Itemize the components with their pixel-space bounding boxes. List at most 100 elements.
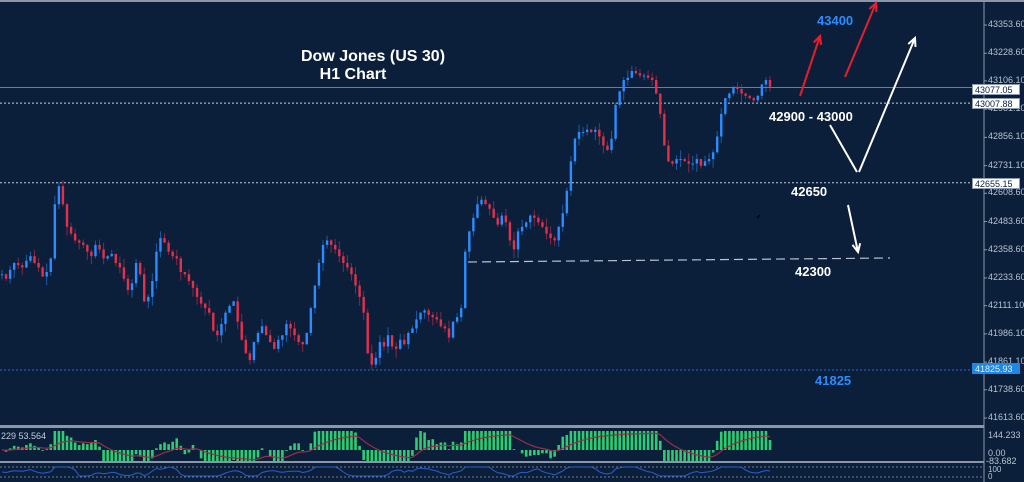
candle-body [638,73,642,76]
price-axis-tick: 43353.60 [988,19,1024,29]
subchart-separator-2 [0,461,984,463]
price-axis-tick: 41861.10 [988,356,1024,367]
candle-body [573,138,577,162]
candle-body [362,296,365,313]
candle-body [545,226,548,234]
candle-body [86,244,89,252]
candle-body [484,199,487,205]
candle-body [431,314,434,318]
candle-body [305,332,308,345]
candle-body [199,296,203,304]
candle-body [610,138,613,151]
candle-body [756,95,760,101]
candle-body [167,242,170,252]
candle-body [386,335,390,347]
candle-body [21,265,24,268]
candle-body [594,129,597,132]
candle-body [37,262,40,268]
candle-body [740,89,743,94]
candle-body [151,281,154,297]
candle-body [325,240,329,245]
candle-body [321,244,325,263]
candle-body [488,204,491,209]
arrow-up-white [858,37,916,173]
candle-body [683,159,686,162]
candle-body [134,262,138,284]
support-label-41825: 41825 [815,373,852,388]
price-axis-tick: 42856.10 [988,131,1024,142]
candle-body [118,262,122,268]
candle-body [382,342,386,347]
rsi-axis-top: 100 [988,465,1002,474]
candle-body [663,113,666,146]
candle-body [378,342,382,358]
candle-body [679,159,682,161]
candle-body [476,204,479,218]
candle-body [711,152,715,160]
candle-body [459,308,463,318]
candle-body [480,199,483,205]
candle-body [309,308,313,333]
candle-body [130,283,134,291]
candle-body [41,267,44,277]
price-axis-tick: 43106.10 [988,74,1024,85]
candle-body [504,215,508,223]
macd-signal-line [1,432,771,461]
candle-body [732,86,735,94]
candle-body [212,312,215,331]
candle-body [12,262,16,270]
candle-body [724,98,727,114]
candle-body [281,335,284,340]
candle-body [427,310,430,315]
arrow-up-red-2-head [868,0,878,13]
rsi-axis-bottom: 0 [988,472,993,481]
candle-body [126,278,130,291]
candle-body [468,231,471,252]
candle-body [313,285,317,309]
candle-body [508,222,512,241]
candle-body [82,242,85,245]
candle-body [248,353,252,361]
candle-body [699,159,703,166]
candle-body [350,267,353,275]
candle-body [216,330,219,336]
candle-body [569,161,573,191]
candle-body [114,253,117,263]
macd-indicator-label: 229 53.564 [1,431,47,441]
candle-body [642,75,646,77]
candle-body [590,129,593,132]
candle-body [244,339,248,354]
candle-body [228,305,231,313]
candle-body [106,256,109,259]
candle-body [370,353,373,365]
candle-body [752,98,755,101]
candle-body [581,131,585,133]
arrow-up-red-2 [844,2,877,78]
macd-axis-zero: 0.00 [988,448,1006,458]
cursor-mark [756,214,761,219]
candle-body [549,233,552,239]
candle-body [342,256,345,263]
candle-body [98,244,101,250]
candle-body [557,226,560,241]
candle-body [33,256,36,263]
candle-body [78,240,81,243]
candle-body [707,159,711,162]
candle-body [744,93,747,96]
candle-body [240,321,243,340]
candle-body [415,319,418,329]
candle-body [143,274,146,302]
candle-body [472,217,475,232]
candle-body [138,262,142,275]
price-axis-tick: 42358.60 [988,243,1024,254]
candle-body [687,161,690,164]
candle-body [224,312,227,324]
candle-body [285,323,288,336]
candle-body [423,310,426,313]
candle-body [394,346,398,349]
candle-body [659,93,662,114]
candle-body [203,303,207,309]
candle-body [411,328,414,333]
